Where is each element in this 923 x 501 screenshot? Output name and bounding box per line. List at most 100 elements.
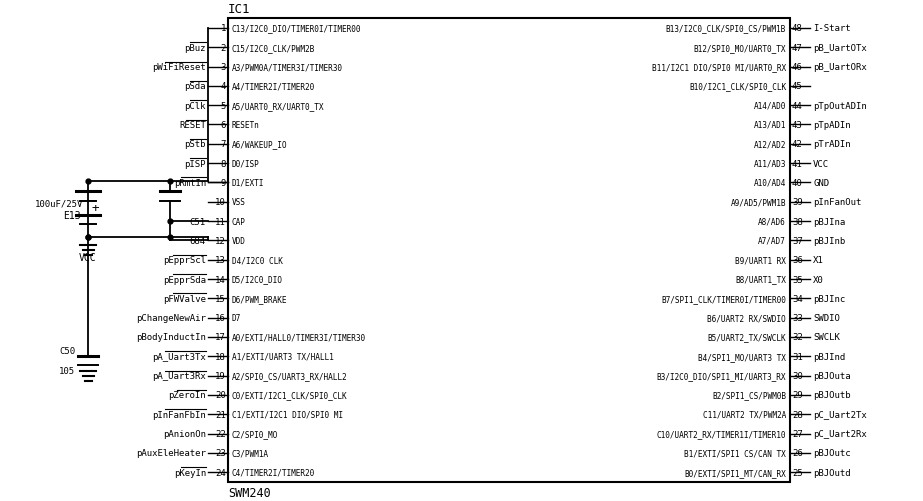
Text: B2/SPI1_CS/PWM0B: B2/SPI1_CS/PWM0B [712,391,786,400]
Text: pAnionOn: pAnionOn [163,429,206,438]
Text: 23: 23 [215,448,226,457]
Text: B5/UART2_TX/SWCLK: B5/UART2_TX/SWCLK [707,333,786,342]
Text: A2/SPI0_CS/UART3_RX/HALL2: A2/SPI0_CS/UART3_RX/HALL2 [232,371,348,380]
Text: pWiFiReset: pWiFiReset [152,63,206,72]
Text: 32: 32 [792,333,803,342]
Text: 105: 105 [59,367,75,376]
Text: A11/AD3: A11/AD3 [753,159,786,168]
Text: 15: 15 [215,294,226,303]
Text: pBuz: pBuz [185,44,206,53]
Text: pBJOutb: pBJOutb [813,391,851,400]
Text: pBJOuta: pBJOuta [813,371,851,380]
Text: VCC: VCC [79,253,97,263]
Text: +: + [91,202,99,215]
Text: C11/UART2 TX/PWM2A: C11/UART2 TX/PWM2A [702,410,786,419]
Text: C10/UART2_RX/TIMER1I/TIMER10: C10/UART2_RX/TIMER1I/TIMER10 [656,429,786,438]
Text: B6/UART2 RX/SWDIO: B6/UART2 RX/SWDIO [707,314,786,323]
Text: 36: 36 [792,256,803,265]
Text: pBJOutc: pBJOutc [813,448,851,457]
Text: GND: GND [813,178,829,187]
Text: C15/I2C0_CLK/PWM2B: C15/I2C0_CLK/PWM2B [232,44,316,53]
Text: pStb: pStb [185,140,206,149]
Text: pClk: pClk [185,101,206,110]
Text: pRmtIn: pRmtIn [174,178,206,187]
Text: pEpprScl: pEpprScl [163,256,206,265]
Text: pC_Uart2Tx: pC_Uart2Tx [813,410,867,419]
Text: 9: 9 [221,178,226,187]
Text: A7/AD7: A7/AD7 [759,236,786,245]
Text: pBodyInductIn: pBodyInductIn [136,333,206,342]
Text: B12/SPI0_MO/UART0_TX: B12/SPI0_MO/UART0_TX [693,44,786,53]
Text: pBJInc: pBJInc [813,294,845,303]
Text: 684: 684 [190,236,206,245]
Text: pBJOutd: pBJOutd [813,468,851,477]
Text: C4/TIMER2I/TIMER20: C4/TIMER2I/TIMER20 [232,468,316,477]
Text: C13/I2C0_DIO/TIMER0I/TIMER00: C13/I2C0_DIO/TIMER0I/TIMER00 [232,25,362,33]
Text: pBJInd: pBJInd [813,352,845,361]
Text: A12/AD2: A12/AD2 [753,140,786,149]
Text: 34: 34 [792,294,803,303]
Text: 1: 1 [221,25,226,33]
Text: pTpADIn: pTpADIn [813,121,851,130]
Text: SWCLK: SWCLK [813,333,840,342]
Text: pZeroIn: pZeroIn [168,391,206,400]
Text: B3/I2C0_DIO/SPI1_MI/UART3_RX: B3/I2C0_DIO/SPI1_MI/UART3_RX [656,371,786,380]
Text: A14/AD0: A14/AD0 [753,101,786,110]
Text: IC1: IC1 [228,3,250,16]
Text: C50: C50 [59,346,75,355]
Text: D5/I2C0_DIO: D5/I2C0_DIO [232,275,282,284]
Text: pAuxEleHeater: pAuxEleHeater [136,448,206,457]
Text: 10: 10 [215,198,226,207]
Text: 16: 16 [215,314,226,323]
Text: pTpOutADIn: pTpOutADIn [813,101,867,110]
Text: 46: 46 [792,63,803,72]
Text: SWDIO: SWDIO [813,314,840,323]
Text: 42: 42 [792,140,803,149]
Text: B10/I2C1_CLK/SPI0_CLK: B10/I2C1_CLK/SPI0_CLK [689,82,786,91]
Text: 7: 7 [221,140,226,149]
Text: RESET: RESET [179,121,206,130]
Text: 31: 31 [792,352,803,361]
Text: 45: 45 [792,82,803,91]
Text: 24: 24 [215,468,226,477]
Text: pInFanFbIn: pInFanFbIn [152,410,206,419]
Text: B11/I2C1 DIO/SPI0 MI/UART0_RX: B11/I2C1 DIO/SPI0 MI/UART0_RX [652,63,786,72]
Text: pB_UartOTx: pB_UartOTx [813,44,867,53]
Text: VCC: VCC [813,159,829,168]
Text: B13/I2C0_CLK/SPI0_CS/PWM1B: B13/I2C0_CLK/SPI0_CS/PWM1B [665,25,786,33]
Text: A1/EXTI/UART3 TX/HALL1: A1/EXTI/UART3 TX/HALL1 [232,352,334,361]
Text: pBJInb: pBJInb [813,236,845,245]
Text: A5/UART0_RX/UART0_TX: A5/UART0_RX/UART0_TX [232,101,325,110]
Text: A3/PWM0A/TIMER3I/TIMER30: A3/PWM0A/TIMER3I/TIMER30 [232,63,343,72]
Text: 40: 40 [792,178,803,187]
Text: 8: 8 [221,159,226,168]
Text: RESETn: RESETn [232,121,259,130]
Text: 30: 30 [792,371,803,380]
Text: D4/I2C0 CLK: D4/I2C0 CLK [232,256,282,265]
Text: 12: 12 [215,236,226,245]
Text: B9/UART1 RX: B9/UART1 RX [735,256,786,265]
Text: D0/ISP: D0/ISP [232,159,259,168]
Text: I-Start: I-Start [813,25,851,33]
Text: pB_UartORx: pB_UartORx [813,63,867,72]
Text: X0: X0 [813,275,823,284]
Text: pA_Uart3Tx: pA_Uart3Tx [152,352,206,361]
Text: B4/SPI1_MO/UART3 TX: B4/SPI1_MO/UART3 TX [698,352,786,361]
Text: C2/SPI0_MO: C2/SPI0_MO [232,429,278,438]
Text: 47: 47 [792,44,803,53]
Text: 27: 27 [792,429,803,438]
Text: pInFanOut: pInFanOut [813,198,861,207]
Text: A10/AD4: A10/AD4 [753,178,786,187]
Text: C3/PWM1A: C3/PWM1A [232,448,269,457]
Text: 44: 44 [792,101,803,110]
Text: 38: 38 [792,217,803,226]
Text: 25: 25 [792,468,803,477]
Text: 41: 41 [792,159,803,168]
Text: A8/AD6: A8/AD6 [759,217,786,226]
Text: 33: 33 [792,314,803,323]
Text: 100uF/25V: 100uF/25V [35,199,83,208]
Text: 43: 43 [792,121,803,130]
Text: 5: 5 [221,101,226,110]
Text: 29: 29 [792,391,803,400]
Text: X1: X1 [813,256,823,265]
